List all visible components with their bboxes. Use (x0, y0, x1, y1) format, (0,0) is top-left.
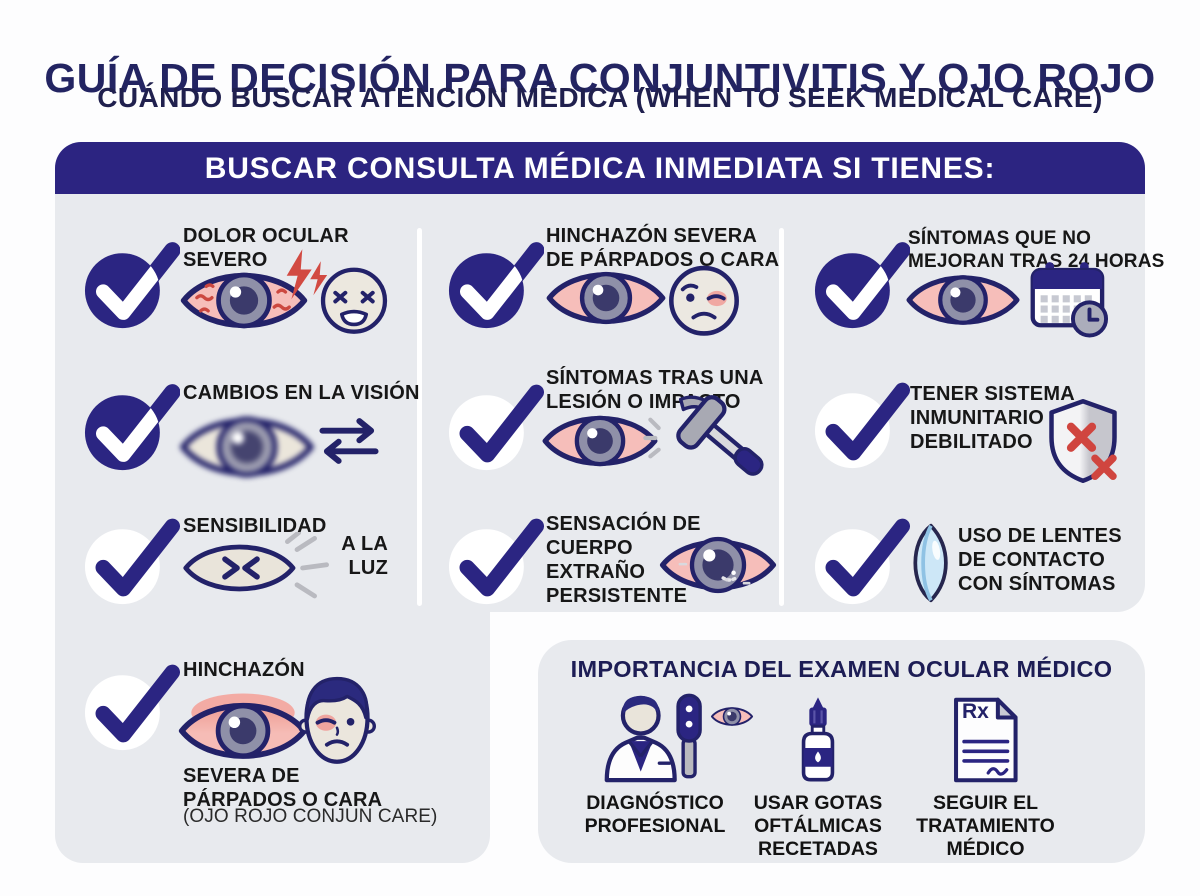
symptom-title: SENSACIÓN DE CUERPO EXTRAÑO PERSISTENTE (546, 513, 701, 607)
rx-label: Rx (962, 700, 989, 723)
checkmark-icon (84, 234, 180, 330)
symptom-title: SENSIBILIDAD (183, 515, 327, 537)
checkmark-icon (84, 510, 180, 606)
red-eye-icon (904, 262, 1022, 338)
calendar-clock-icon (1028, 260, 1110, 340)
eye-drops-bottle-icon (792, 688, 844, 792)
column-divider (779, 228, 784, 606)
checkmark-icon (448, 234, 544, 330)
pained-face-icon (318, 264, 390, 336)
hammer-icon (662, 386, 774, 488)
page-title: GUÍA DE DECISIÓN PARA CONJUNTIVITIS Y OJ… (44, 55, 1156, 102)
symptom-note: (OJO ROJO CONJUN CARE) (183, 806, 438, 827)
exam-item-label: DIAGNÓSTICO PROFESIONAL (584, 792, 726, 837)
exam-section-title: IMPORTANCIA DEL EXAMEN OCULAR MÉDICO (570, 656, 1113, 682)
symptom-title: CAMBIOS EN LA VISIÓN (183, 382, 420, 404)
symptoms-panel (55, 194, 1145, 612)
checkmark-icon (814, 510, 910, 606)
checkmark-icon (84, 376, 180, 472)
banner: BUSCAR CONSULTA MÉDICA INMEDIATA SI TIEN… (55, 142, 1145, 194)
checkmark-icon (448, 510, 544, 606)
closed-eye-light-rays-icon (178, 532, 336, 604)
contact-lens-icon (898, 522, 952, 604)
swollen-red-eye-icon (176, 680, 310, 776)
shield-x-icon (1044, 394, 1122, 488)
symptom-title: USO DE LENTES DE CONTACTO CON SÍNTOMAS (958, 525, 1122, 595)
exam-item-label: USAR GOTAS OFTÁLMICAS RECETADAS (753, 792, 883, 860)
eye-foreign-body-icon (656, 526, 780, 604)
checkmark-icon (84, 656, 180, 752)
page-subtitle: CUÁNDO BUSCAR ATENCIÓN MÉDICA (WHEN TO S… (97, 82, 1103, 113)
small-eye-icon (710, 702, 754, 731)
doctor-ophthalmoscope-icon (600, 688, 712, 784)
checkmark-icon (814, 374, 910, 470)
checkmark-icon (814, 234, 910, 330)
symptom-title: DOLOR OCULAR SEVERO (183, 225, 349, 271)
red-eye-icon (544, 258, 668, 338)
symptom-title: TENER SISTEMA INMUNITARIO DEBILITADO (910, 383, 1075, 453)
blurred-eye-icon (176, 402, 318, 492)
swollen-eye-face-icon (666, 262, 742, 338)
symptom-side-label: A LA LUZ (341, 533, 388, 579)
exam-item-label: SEGUIR EL TRATAMIENTO MÉDICO (916, 792, 1055, 860)
symptom-title: SÍNTOMAS QUE NO MEJORAN TRAS 24 HORAS (908, 228, 1165, 272)
symptom-title: HINCHAZÓN (183, 659, 305, 681)
symptom-subtitle: SEVERA DE PÁRPADOS O CARA (183, 765, 383, 811)
checkmark-icon (448, 376, 544, 472)
column-divider (417, 228, 422, 606)
boy-swollen-eye-face-icon (298, 672, 376, 770)
symptom-title: HINCHAZÓN SEVERA DE PÁRPADOS O CARA (546, 225, 780, 271)
swap-arrows-icon (318, 416, 380, 466)
